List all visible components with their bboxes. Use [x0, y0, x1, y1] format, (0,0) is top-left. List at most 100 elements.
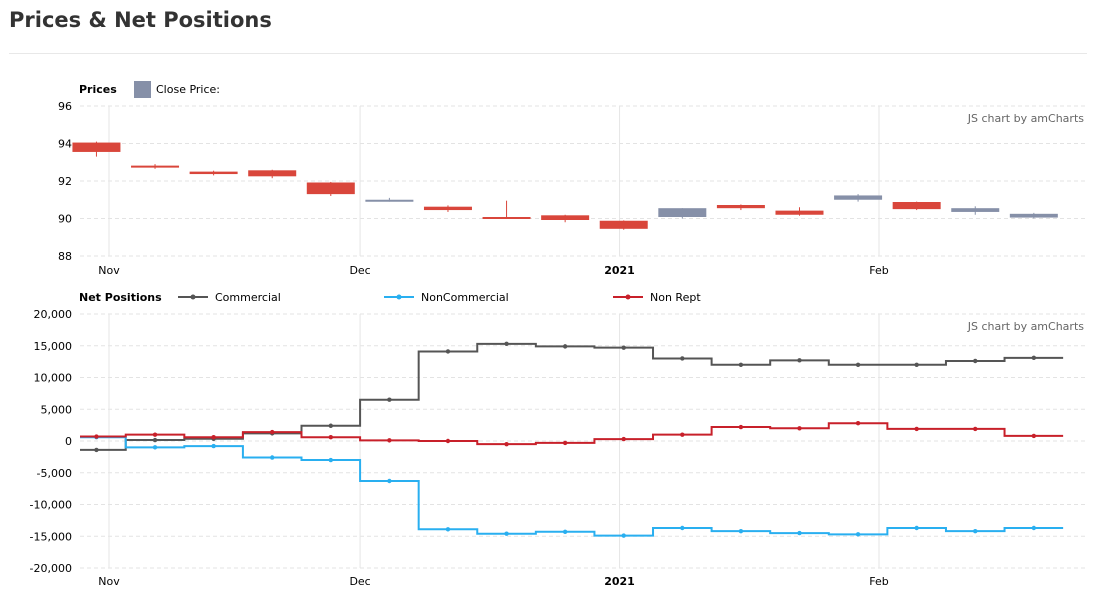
- price-candle[interactable]: [892, 201, 941, 211]
- price-candle[interactable]: [834, 194, 883, 202]
- candle-body: [306, 182, 355, 195]
- net-series-line: [80, 436, 1064, 537]
- net-series-point[interactable]: [680, 356, 685, 361]
- net-series[interactable]: [80, 421, 1064, 447]
- candle-body: [658, 208, 707, 217]
- price-candle[interactable]: [131, 164, 180, 169]
- net-series-point[interactable]: [562, 529, 568, 535]
- net-series[interactable]: [80, 434, 1064, 538]
- candle-body: [365, 199, 414, 202]
- candle-body: [1009, 213, 1058, 218]
- price-candle[interactable]: [658, 208, 707, 219]
- price-candle[interactable]: [599, 220, 648, 230]
- price-candle[interactable]: [951, 206, 1000, 215]
- net-series-point[interactable]: [387, 438, 392, 443]
- net-series-point[interactable]: [973, 358, 978, 364]
- price-y-tick-label: 94: [58, 138, 72, 151]
- candle-body: [72, 142, 121, 152]
- net-series-point[interactable]: [914, 362, 919, 367]
- net-series-point[interactable]: [445, 438, 451, 444]
- net-series-point[interactable]: [211, 434, 216, 440]
- price-candle[interactable]: [306, 181, 355, 196]
- candle-body: [599, 220, 648, 229]
- net-series-point[interactable]: [680, 432, 685, 437]
- net-series-point[interactable]: [562, 440, 568, 446]
- net-legend-item[interactable]: Commercial: [178, 291, 281, 304]
- net-chart-credit[interactable]: JS chart by amCharts: [967, 320, 1084, 333]
- net-series-point[interactable]: [387, 478, 392, 484]
- close-price-legend-label[interactable]: Close Price:: [156, 83, 220, 96]
- net-y-tick-label: 20,000: [34, 308, 73, 321]
- net-series-point[interactable]: [94, 447, 99, 453]
- net-series-point[interactable]: [504, 341, 509, 347]
- title-divider: [9, 53, 1087, 54]
- net-series-point[interactable]: [387, 397, 392, 402]
- candle-body: [951, 208, 1000, 212]
- net-legend-item[interactable]: NonCommercial: [384, 291, 509, 304]
- net-y-tick-label: 10,000: [34, 372, 73, 385]
- net-series-point[interactable]: [738, 424, 744, 430]
- net-series-point[interactable]: [211, 443, 216, 449]
- net-series-point[interactable]: [504, 531, 509, 536]
- net-series-point[interactable]: [445, 349, 451, 354]
- net-series-point[interactable]: [621, 436, 626, 442]
- net-series-point[interactable]: [1031, 355, 1037, 361]
- net-series-point[interactable]: [270, 429, 275, 435]
- candle-body: [775, 210, 824, 215]
- net-series-point[interactable]: [680, 525, 685, 531]
- price-candle[interactable]: [72, 141, 121, 157]
- price-candle[interactable]: [423, 205, 472, 212]
- net-series-point[interactable]: [1031, 433, 1037, 439]
- price-chart-credit[interactable]: JS chart by amCharts: [967, 112, 1084, 125]
- net-series-point[interactable]: [973, 528, 978, 534]
- net-series-point[interactable]: [797, 530, 802, 536]
- close-price-legend-swatch[interactable]: [134, 81, 151, 98]
- net-x-tick-label: Feb: [869, 575, 888, 588]
- price-candle[interactable]: [189, 170, 238, 176]
- price-candle[interactable]: [482, 200, 531, 219]
- legend-dot-marker: [396, 294, 402, 300]
- net-series-point[interactable]: [1031, 525, 1037, 531]
- price-candle[interactable]: [365, 197, 414, 202]
- price-candle[interactable]: [541, 214, 590, 223]
- net-series-point[interactable]: [914, 426, 919, 432]
- net-legend-item[interactable]: Non Rept: [613, 291, 701, 304]
- net-series-point[interactable]: [621, 345, 626, 350]
- price-chart: Prices Close Price: JS chart by amCharts…: [58, 81, 1085, 277]
- net-series-point[interactable]: [94, 434, 99, 439]
- net-series-point[interactable]: [855, 421, 861, 426]
- net-series-point[interactable]: [797, 358, 802, 363]
- net-series-point[interactable]: [445, 527, 451, 532]
- net-series-point[interactable]: [621, 533, 626, 538]
- price-candle[interactable]: [1009, 212, 1058, 219]
- net-series[interactable]: [80, 341, 1064, 453]
- net-y-tick-label: -15,000: [30, 530, 72, 543]
- net-series-point[interactable]: [504, 441, 509, 447]
- net-series-point[interactable]: [973, 426, 978, 432]
- net-series-point[interactable]: [328, 457, 333, 463]
- net-series-point[interactable]: [152, 437, 158, 443]
- net-y-tick-label: 5,000: [41, 403, 73, 416]
- net-series-point[interactable]: [328, 434, 333, 440]
- price-candle[interactable]: [775, 207, 824, 216]
- price-legend-title: Prices: [79, 83, 117, 96]
- net-series-point[interactable]: [855, 362, 861, 367]
- net-series-point[interactable]: [797, 426, 802, 431]
- net-x-tick-label: Nov: [98, 575, 120, 588]
- net-series-point[interactable]: [914, 525, 919, 531]
- net-series-point[interactable]: [738, 362, 744, 367]
- net-series-point[interactable]: [562, 344, 568, 349]
- net-series-point[interactable]: [738, 528, 744, 534]
- net-legend-label: Commercial: [215, 291, 281, 304]
- net-series-point[interactable]: [152, 432, 158, 437]
- price-candle[interactable]: [716, 204, 765, 211]
- candle-body: [423, 206, 472, 211]
- price-candle[interactable]: [248, 169, 297, 179]
- net-series-point[interactable]: [328, 423, 333, 428]
- net-series-point[interactable]: [270, 455, 275, 460]
- net-y-tick-label: -5,000: [37, 467, 72, 480]
- price-y-tick-label: 90: [58, 213, 72, 226]
- net-series-point[interactable]: [855, 532, 861, 537]
- net-series-point[interactable]: [152, 445, 158, 450]
